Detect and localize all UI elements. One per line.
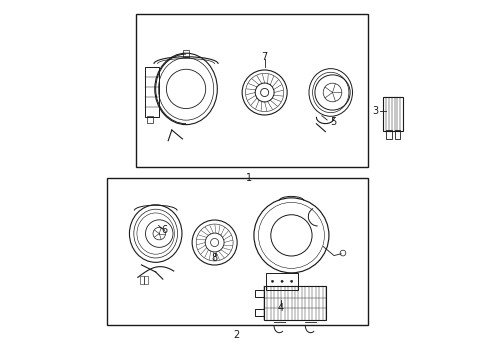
Text: 6: 6	[162, 225, 168, 235]
Bar	[147, 116, 153, 123]
Bar	[140, 275, 144, 284]
Bar	[386, 130, 392, 139]
Circle shape	[291, 280, 293, 283]
Bar	[145, 67, 159, 117]
Text: 2: 2	[233, 330, 239, 341]
Text: 4: 4	[278, 303, 284, 313]
Bar	[383, 97, 403, 131]
Text: 8: 8	[212, 253, 218, 263]
Bar	[136, 14, 368, 167]
Circle shape	[271, 280, 273, 283]
Bar	[144, 275, 148, 284]
Bar	[255, 290, 264, 297]
Text: 1: 1	[245, 173, 252, 183]
Bar	[255, 309, 264, 316]
Bar	[266, 273, 298, 290]
Text: 7: 7	[262, 52, 268, 62]
Bar	[264, 286, 326, 320]
Bar	[183, 50, 189, 57]
Bar	[107, 178, 368, 325]
Text: 3: 3	[372, 106, 378, 116]
Circle shape	[281, 280, 283, 283]
Text: 5: 5	[330, 117, 336, 127]
Bar	[395, 130, 400, 139]
